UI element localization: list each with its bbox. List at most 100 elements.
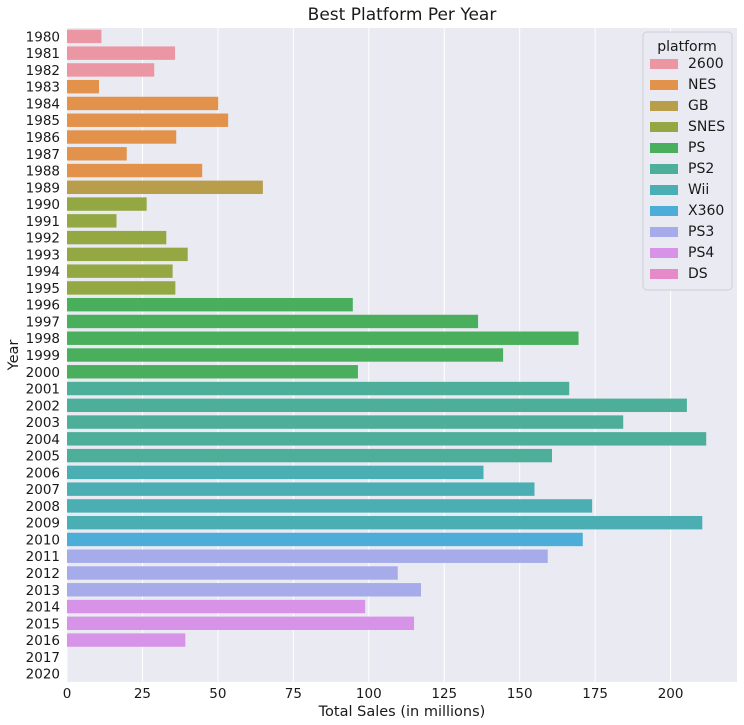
y-tick-label: 1990 bbox=[26, 197, 60, 213]
y-tick-label: 2012 bbox=[26, 566, 60, 582]
y-tick-label: 2003 bbox=[26, 415, 60, 431]
bar-1982 bbox=[67, 63, 155, 77]
legend-box bbox=[642, 31, 733, 291]
y-tick-label: 2007 bbox=[26, 482, 60, 498]
bar-1989 bbox=[67, 180, 263, 195]
bar-1992 bbox=[67, 230, 167, 245]
y-tick-label: 1999 bbox=[26, 348, 60, 364]
bar-2013 bbox=[67, 583, 422, 597]
y-tick-label: 2013 bbox=[26, 583, 60, 599]
bar-2004 bbox=[67, 432, 707, 446]
bar-1987 bbox=[67, 147, 127, 161]
bar-2006 bbox=[67, 465, 484, 480]
y-tick-label: 2016 bbox=[26, 633, 60, 649]
bar-2011 bbox=[67, 549, 548, 563]
legend-swatch-ps2 bbox=[650, 164, 678, 174]
bar-2007 bbox=[67, 482, 535, 496]
legend-swatch-ps4 bbox=[650, 248, 678, 258]
y-tick-label: 2004 bbox=[26, 432, 60, 448]
y-tick-label: 1998 bbox=[26, 331, 60, 347]
bar-1985 bbox=[67, 113, 229, 127]
bar-1984 bbox=[67, 96, 219, 111]
bar-2014 bbox=[67, 599, 366, 614]
bar-1998 bbox=[67, 331, 579, 345]
bar-2016 bbox=[67, 633, 186, 647]
y-tick-label: 1994 bbox=[26, 264, 60, 280]
x-tick-label: 0 bbox=[63, 686, 72, 702]
bar-2002 bbox=[67, 398, 687, 413]
bar-2008 bbox=[67, 499, 593, 513]
legend: platform 2600 NES GB SNES PS PS2 Wii X360 PS3 PS4… bbox=[642, 31, 733, 291]
y-tick-label: 2000 bbox=[26, 365, 60, 381]
y-tick-label: 1980 bbox=[26, 29, 60, 45]
bar-2000 bbox=[67, 365, 358, 379]
bar-2012 bbox=[67, 566, 398, 580]
y-tick-label: 1982 bbox=[26, 63, 60, 79]
bar-1995 bbox=[67, 281, 176, 295]
bar-1981 bbox=[67, 46, 176, 60]
legend-swatch-ps3 bbox=[650, 227, 678, 237]
y-tick-label: 2002 bbox=[26, 398, 60, 414]
x-tick-label: 200 bbox=[658, 686, 684, 702]
bar-1986 bbox=[67, 130, 177, 144]
bar-1991 bbox=[67, 214, 117, 228]
x-tick-label: 150 bbox=[507, 686, 533, 702]
bar-1983 bbox=[67, 79, 99, 94]
bars bbox=[67, 29, 707, 647]
y-tick-label: 1981 bbox=[26, 46, 60, 62]
y-tick-label: 1989 bbox=[26, 180, 60, 196]
bar-2015 bbox=[67, 616, 415, 631]
y-tick-label: 1992 bbox=[26, 231, 60, 247]
bar-1993 bbox=[67, 247, 188, 262]
y-tick-label: 2005 bbox=[26, 449, 60, 465]
x-tick-label: 175 bbox=[582, 686, 608, 702]
y-tick-label: 2011 bbox=[26, 549, 60, 565]
legend-label-ds: DS bbox=[688, 266, 708, 282]
y-tick-label: 2008 bbox=[26, 499, 60, 515]
legend-swatch-snes bbox=[650, 122, 678, 132]
y-tick-label: 2015 bbox=[26, 616, 60, 632]
x-tick-label: 75 bbox=[285, 686, 302, 702]
y-tick-label: 2017 bbox=[26, 650, 60, 666]
legend-label-gb: GB bbox=[688, 98, 708, 114]
legend-title: platform bbox=[657, 39, 717, 55]
legend-swatch-gb bbox=[650, 101, 678, 111]
y-tick-label: 1987 bbox=[26, 147, 60, 163]
legend-swatch-x360 bbox=[650, 206, 678, 216]
y-tick-label: 1983 bbox=[26, 80, 60, 96]
bar-2009 bbox=[67, 515, 703, 530]
bar-1999 bbox=[67, 348, 504, 362]
bar-1988 bbox=[67, 163, 203, 178]
legend-label-ps: PS bbox=[688, 140, 705, 156]
y-tick-label: 1996 bbox=[26, 298, 60, 314]
y-tick-label: 2009 bbox=[26, 516, 60, 532]
legend-swatch-2600 bbox=[650, 59, 678, 69]
bar-1996 bbox=[67, 297, 353, 312]
y-axis-label: Year bbox=[6, 340, 22, 372]
bar-2001 bbox=[67, 381, 570, 396]
bar-1994 bbox=[67, 264, 173, 278]
legend-swatch-ds bbox=[650, 269, 678, 279]
bar-2005 bbox=[67, 448, 552, 463]
legend-label-nes: NES bbox=[688, 77, 716, 93]
legend-label-wii: Wii bbox=[688, 182, 709, 198]
y-tick-label: 1984 bbox=[26, 96, 60, 112]
legend-label-2600: 2600 bbox=[688, 56, 724, 72]
y-tick-label: 1995 bbox=[26, 281, 60, 297]
legend-label-x360: X360 bbox=[688, 203, 724, 219]
x-tick-labels: 0 25 50 75 100 125 150 175 200 bbox=[63, 686, 684, 702]
y-tick-label: 1985 bbox=[26, 113, 60, 129]
x-tick-label: 50 bbox=[209, 686, 226, 702]
y-tick-label: 2010 bbox=[26, 532, 60, 548]
legend-label-ps4: PS4 bbox=[688, 245, 714, 261]
bar-2003 bbox=[67, 415, 624, 429]
legend-label-ps2: PS2 bbox=[688, 161, 714, 177]
y-tick-label: 2020 bbox=[26, 667, 60, 683]
bar-1997 bbox=[67, 314, 479, 329]
x-tick-label: 25 bbox=[134, 686, 151, 702]
y-tick-labels: 1980198119821983198419851986198719881989… bbox=[26, 29, 60, 682]
legend-label-snes: SNES bbox=[688, 119, 725, 135]
legend-label-ps3: PS3 bbox=[688, 224, 714, 240]
y-tick-label: 1991 bbox=[26, 214, 60, 230]
